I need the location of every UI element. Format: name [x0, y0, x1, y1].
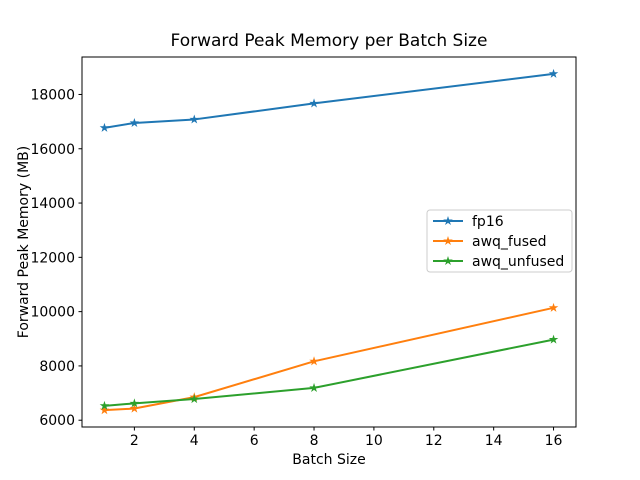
legend-label: fp16 — [472, 214, 504, 230]
y-tick-label: 16000 — [30, 142, 75, 158]
y-tick-label: 14000 — [30, 196, 75, 212]
star-marker — [99, 405, 110, 415]
legend-star-marker — [443, 216, 453, 226]
star-marker — [129, 117, 140, 128]
x-tick-label: 12 — [425, 433, 443, 449]
legend-entry-fp16: fp16 — [433, 214, 504, 230]
legend-frame — [426, 209, 573, 273]
x-tick-label: 8 — [310, 433, 319, 449]
series-line-awq_fused — [103, 306, 555, 412]
y-tick-label: 18000 — [30, 87, 75, 103]
star-marker — [189, 394, 200, 404]
x-tick-label: 4 — [190, 433, 199, 449]
x-tick-label: 14 — [485, 433, 503, 449]
star-marker — [189, 114, 200, 124]
legend-label: awq_unfused — [472, 254, 564, 270]
y-tick-label: 10000 — [30, 305, 75, 321]
legend-entry-awq_unfused: awq_unfused — [433, 254, 564, 270]
series-awq_fused — [99, 302, 559, 415]
legend-star-marker — [443, 236, 453, 246]
y-axis-label: Forward Peak Memory (MB) — [16, 145, 32, 339]
x-axis-label: Batch Size — [292, 452, 366, 468]
series-awq_unfused — [99, 334, 559, 410]
x-tick-label: 10 — [365, 433, 383, 449]
series-line-fp16 — [103, 72, 555, 129]
star-marker — [129, 398, 140, 408]
y-axis: 6000 8000 10000 12000 14000 16000 18000 — [30, 87, 82, 429]
x-axis: 2 4 6 8 10 12 14 16 — [130, 427, 563, 449]
x-tick-label: 6 — [250, 433, 259, 449]
star-marker — [99, 400, 110, 410]
star-marker — [548, 68, 559, 78]
legend-entry-awq_fused: awq_fused — [433, 234, 547, 250]
chart-title: Forward Peak Memory per Batch Size — [170, 31, 488, 51]
star-marker — [548, 302, 559, 312]
series-line-awq_unfused — [103, 338, 555, 407]
y-tick-label: 12000 — [30, 250, 75, 266]
star-marker — [99, 122, 110, 132]
legend-star-marker — [443, 256, 453, 266]
axes-border — [81, 56, 577, 428]
star-marker — [309, 382, 319, 392]
series-fp16 — [99, 68, 559, 132]
x-tick-label: 2 — [130, 433, 139, 449]
star-marker — [548, 334, 559, 344]
y-tick-label: 6000 — [39, 413, 75, 429]
y-tick-label: 8000 — [39, 359, 75, 375]
star-marker — [309, 356, 319, 366]
x-tick-label: 16 — [545, 433, 563, 449]
legend-label: awq_fused — [472, 234, 547, 250]
legend: fp16 awq_fused awq_unfused — [426, 209, 573, 273]
star-marker — [309, 98, 319, 108]
star-marker — [129, 403, 140, 413]
